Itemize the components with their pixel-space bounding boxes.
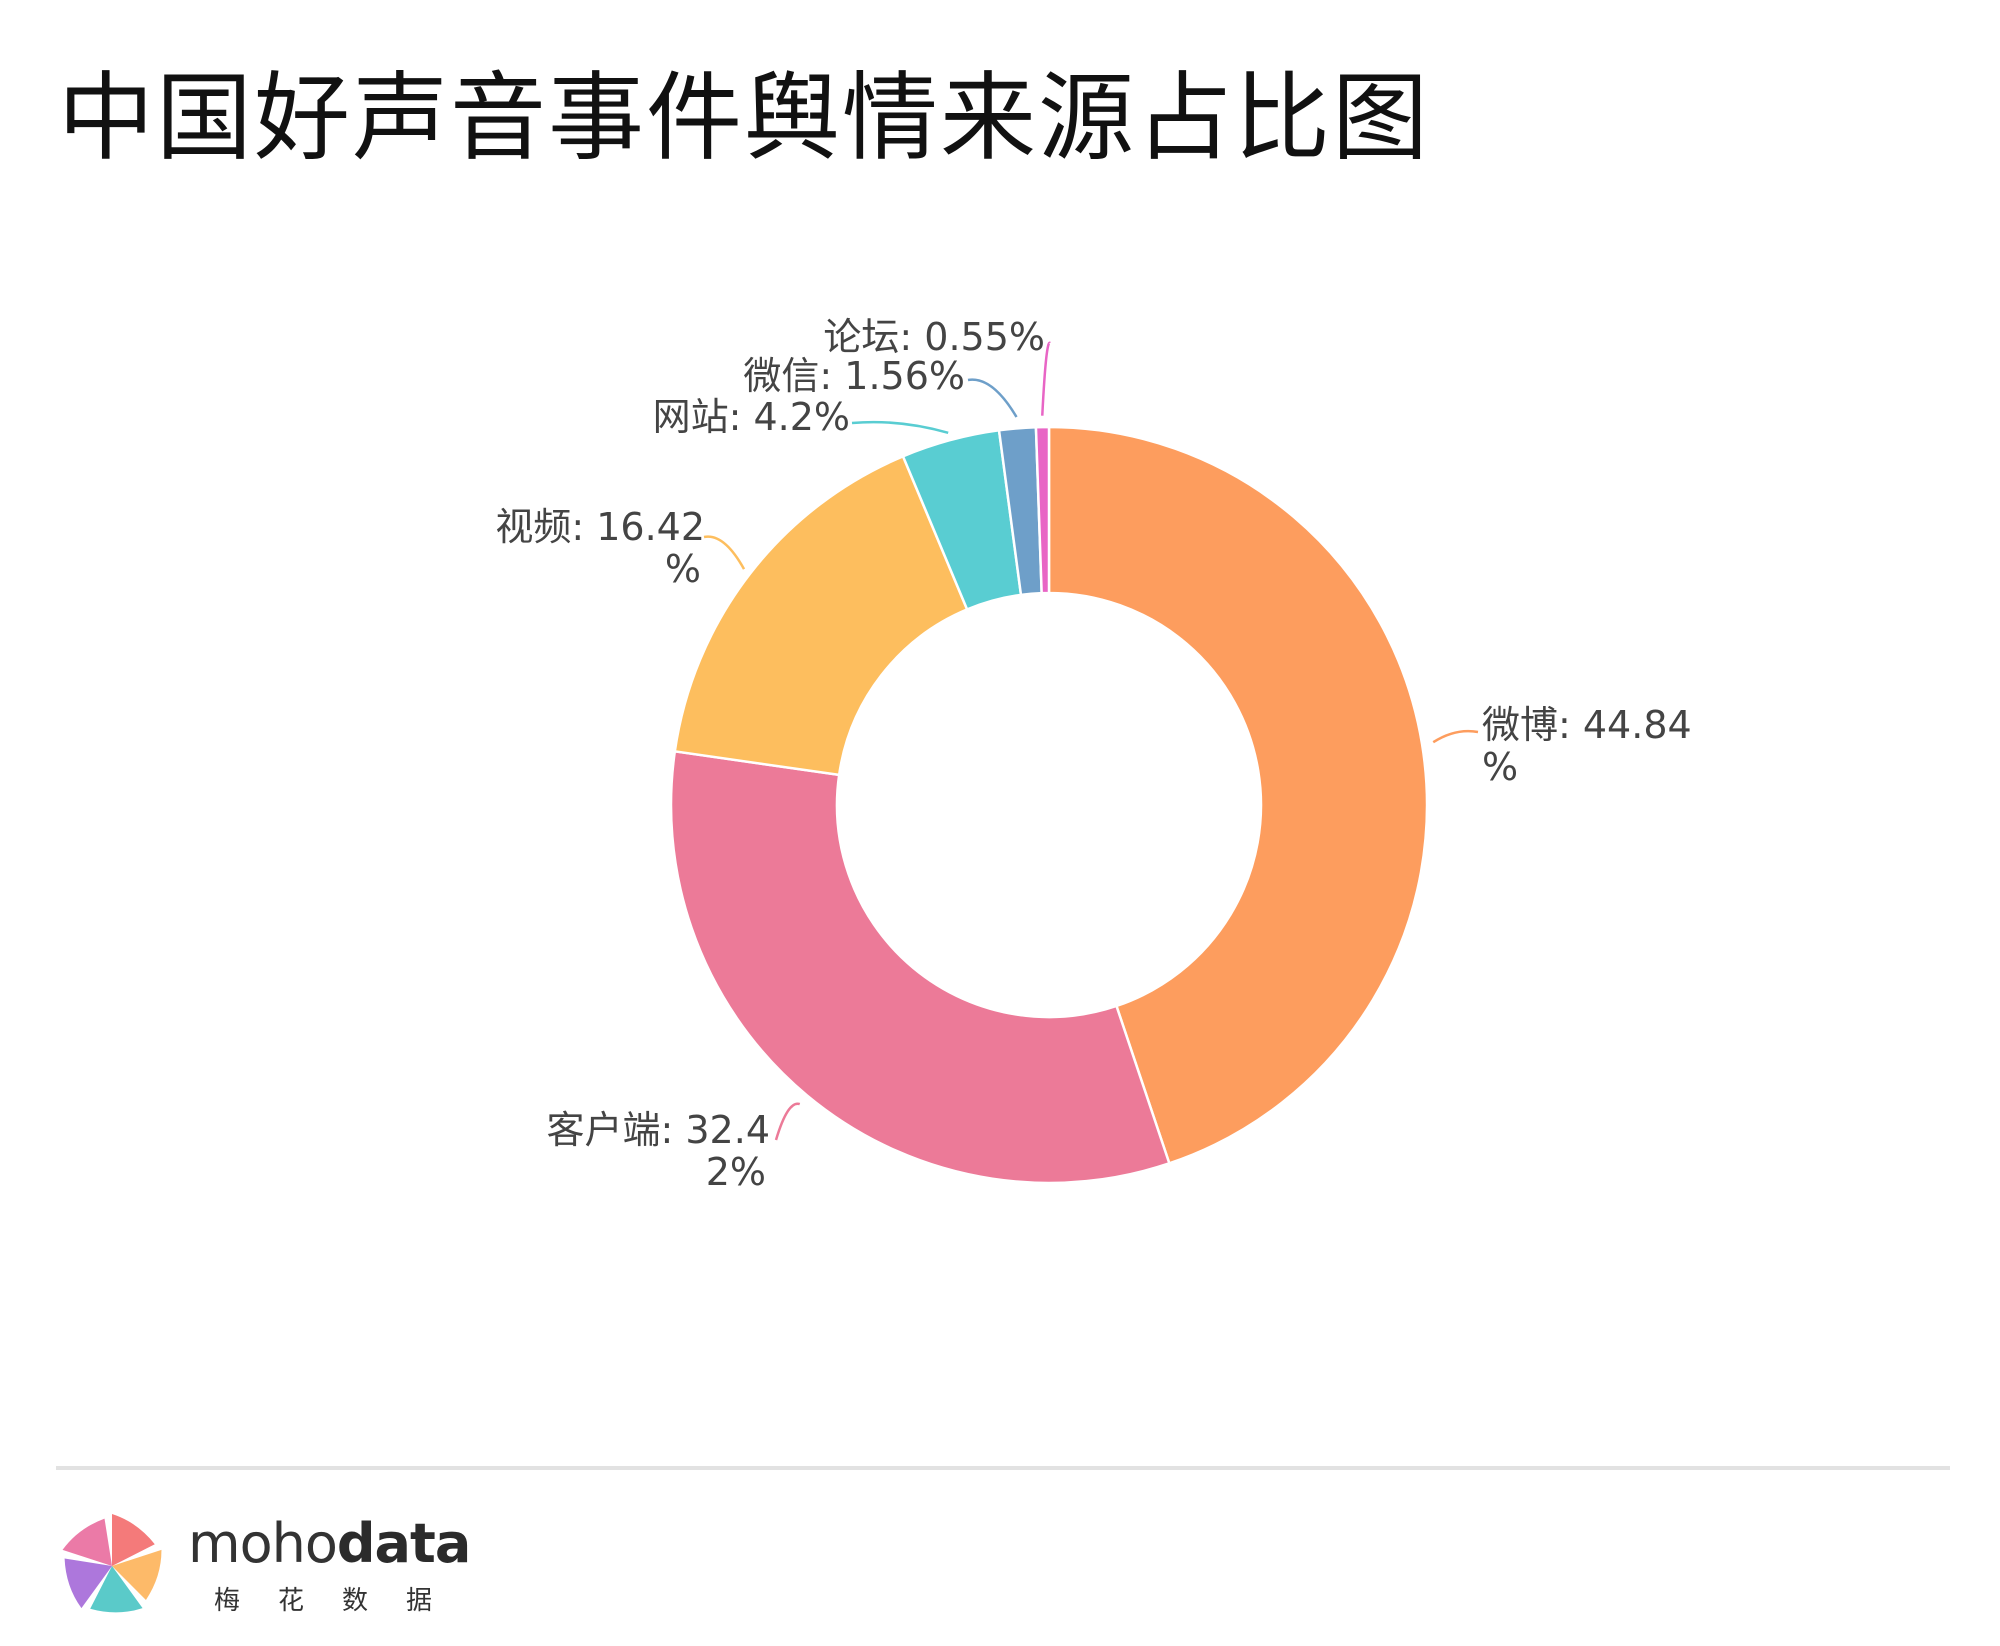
slice-label-论坛: 论坛: 0.55%	[823, 315, 1045, 359]
slice-视频	[673, 454, 969, 777]
slice-labels: 微博: 44.84 % 客户端: 32.4 2% 视频: 16.42 % 网站: 4.2%微…	[495, 315, 1691, 1194]
brand-light: moho	[188, 1512, 338, 1575]
slice-label-微博: 微博: 44.84%	[1482, 703, 1692, 789]
leader-line-网站	[851, 420, 949, 435]
leader-line-客户端	[774, 1102, 801, 1141]
page-title: 中国好声音事件舆情来源占比图	[58, 62, 1430, 174]
slice-label-客户端: 客户端: 32.4 2%	[547, 1108, 771, 1194]
brand-bold: data	[336, 1512, 471, 1575]
slice-label-微信: 微信: 1.56%	[743, 354, 965, 398]
leader-line-论坛	[1041, 341, 1052, 416]
label-leader-lines	[703, 341, 1479, 1141]
slice-label-网站: 网站: 4.2%	[653, 395, 850, 439]
slice-label-视频: 视频: 16.42%	[495, 505, 705, 591]
brand-wordmark: mohodata	[188, 1512, 471, 1575]
slice-客户端	[669, 749, 1171, 1185]
donut-chart: 微博: 44.84 % 客户端: 32.4 2% 视频: 16.42 % 网站: 4.2%微…	[495, 315, 1691, 1194]
slice-论坛	[1034, 425, 1051, 595]
donut-slices	[669, 425, 1429, 1185]
pinwheel-logo-icon	[62, 1514, 162, 1613]
leader-line-微博	[1432, 729, 1479, 744]
footer-divider	[56, 1466, 1950, 1470]
slice-微博	[1047, 425, 1429, 1165]
brand-chinese: 梅花数据	[214, 1586, 471, 1616]
leader-line-视频	[703, 535, 746, 570]
leader-line-微信	[967, 378, 1018, 418]
